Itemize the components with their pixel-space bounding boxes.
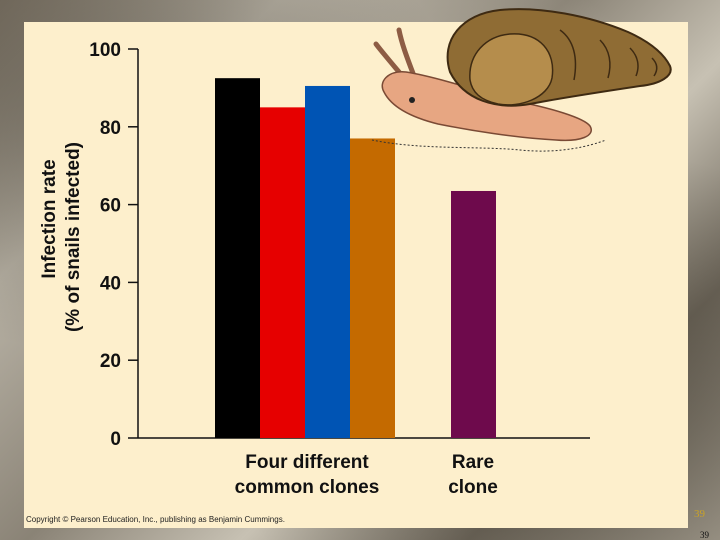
y-tick-label: 80 <box>100 118 121 139</box>
bar-4 <box>451 190 496 438</box>
y-axis-ticks: 0 20 40 60 80 100 <box>89 40 138 450</box>
bars <box>215 78 496 439</box>
y-axis-title-line1: Infection rate <box>39 159 60 278</box>
bar-1 <box>260 107 305 438</box>
bar-2 <box>305 85 350 438</box>
y-tick-label: 40 <box>100 273 121 294</box>
y-axis-title-line2: (% of snails infected) <box>63 142 84 332</box>
category-label-1-line1: Rare <box>452 452 494 473</box>
category-label-0-line1: Four different <box>245 452 369 473</box>
y-tick-label: 100 <box>89 40 121 61</box>
y-tick-label: 60 <box>100 196 121 217</box>
category-label-0-line2: common clones <box>235 477 380 498</box>
page-number-small: 39 <box>700 530 709 540</box>
copyright-notice: Copyright © Pearson Education, Inc., pub… <box>26 515 285 524</box>
y-axis-title: Infection rate (% of snails infected) <box>39 142 84 332</box>
bar-0 <box>215 78 260 439</box>
category-label-1-line2: clone <box>448 477 498 498</box>
y-tick-label: 0 <box>110 429 121 450</box>
category-labels: Four different common clones Rare clone <box>235 452 498 498</box>
y-tick-label: 20 <box>100 351 121 372</box>
bar-3 <box>350 138 395 438</box>
page-number: 39 <box>694 508 705 520</box>
snail-icon <box>371 8 672 152</box>
